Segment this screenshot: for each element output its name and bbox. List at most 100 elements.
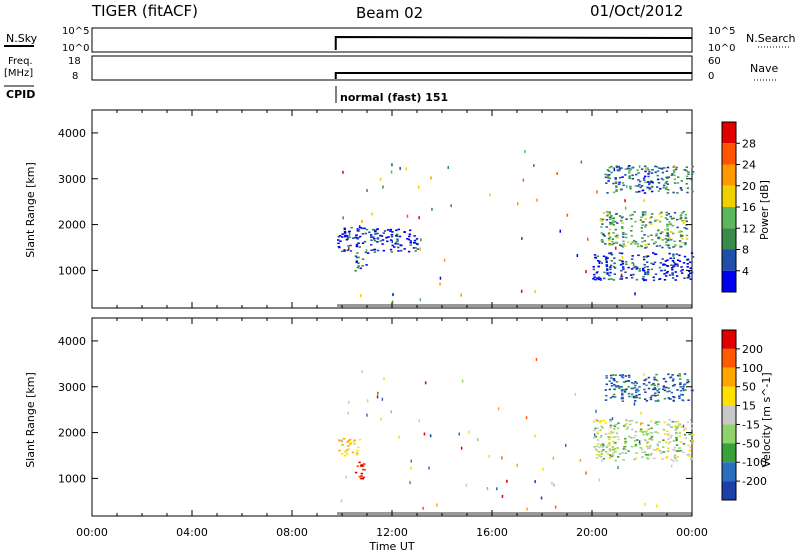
- echo-cell: [618, 385, 621, 388]
- echo-cell: [397, 246, 400, 249]
- echo-cell: [338, 449, 341, 452]
- echo-cell: [346, 441, 349, 443]
- echo-cell: [650, 234, 653, 236]
- echo-cell: [627, 385, 630, 388]
- echo-cell: [352, 237, 355, 239]
- echo-cell: [396, 243, 400, 245]
- echo-cell: [657, 383, 660, 386]
- colorbar-tick-label: 24: [742, 159, 756, 172]
- echo-cell: [617, 170, 620, 172]
- echo-cell: [585, 270, 587, 274]
- echo-cell: [610, 215, 613, 217]
- echo-cell: [627, 450, 630, 452]
- echo-cell: [680, 217, 683, 219]
- echo-cell: [680, 426, 683, 428]
- echo-cell: [595, 409, 597, 413]
- echo-cell: [373, 239, 377, 242]
- echo-cell: [640, 227, 643, 229]
- echo-cell: [621, 176, 624, 178]
- echo-cell: [672, 191, 675, 194]
- echo-cell: [341, 444, 344, 446]
- echo-cell: [605, 182, 608, 184]
- echo-cell: [609, 420, 612, 423]
- freq-tick-bottom: 8: [72, 71, 78, 82]
- echo-cell: [650, 394, 654, 397]
- echo-cell: [346, 235, 349, 237]
- echo-cell: [668, 247, 671, 249]
- echo-cell: [615, 165, 618, 167]
- echo-cell: [409, 242, 412, 244]
- echo-cell: [609, 424, 612, 427]
- echo-cell: [414, 247, 417, 249]
- echo-cell: [672, 385, 675, 387]
- echo-cell: [516, 463, 518, 467]
- echo-cell: [617, 466, 619, 469]
- echo-cell: [622, 243, 625, 245]
- echo-cell: [606, 214, 609, 217]
- echo-cell: [615, 185, 618, 187]
- echo-cell: [614, 220, 617, 223]
- echo-cell: [598, 261, 600, 264]
- echo-cell: [633, 396, 636, 399]
- echo-cell: [638, 270, 641, 272]
- echo-cell: [638, 397, 641, 399]
- echo-cell: [676, 456, 679, 458]
- echo-cell: [688, 450, 691, 452]
- echo-cell: [617, 183, 621, 185]
- echo-cell: [458, 432, 460, 436]
- echo-cell: [658, 213, 661, 215]
- echo-cell: [616, 447, 619, 449]
- echo-cell: [605, 257, 608, 260]
- echo-cell: [365, 249, 368, 252]
- echo-cell: [598, 421, 602, 424]
- x-tick-label: 12:00: [376, 526, 408, 539]
- echo-cell: [418, 419, 420, 423]
- echo-cell: [641, 211, 645, 213]
- echo-cell: [665, 188, 668, 190]
- echo-cell: [638, 180, 642, 183]
- echo-cell: [679, 386, 682, 388]
- velocity-ylabel: Slant Range [km]: [24, 372, 37, 468]
- echo-cell: [647, 169, 650, 171]
- x-tick-label: 04:00: [176, 526, 208, 539]
- echo-cell: [417, 185, 420, 189]
- echo-cell: [613, 383, 616, 386]
- echo-cell: [676, 427, 679, 429]
- echo-cell: [630, 243, 633, 245]
- echo-cell: [625, 423, 628, 425]
- echo-cell: [636, 388, 639, 390]
- echo-cell: [655, 379, 659, 382]
- echo-cell: [680, 245, 683, 248]
- echo-cell: [644, 244, 647, 246]
- echo-cell: [634, 389, 638, 392]
- echo-cell: [609, 271, 612, 274]
- echo-cell: [613, 436, 616, 438]
- echo-cell: [660, 231, 664, 233]
- echo-cell: [382, 232, 385, 234]
- echo-cell: [649, 398, 653, 401]
- echo-cell: [379, 177, 382, 181]
- echo-cell: [409, 481, 411, 485]
- echo-cell: [672, 261, 676, 264]
- echo-cell: [683, 433, 687, 436]
- echo-cell: [630, 276, 634, 279]
- echo-cell: [394, 241, 398, 244]
- velocity-colorbar-label: Velocity [m s^-1]: [760, 372, 773, 467]
- echo-cell: [690, 252, 694, 254]
- echo-cell: [651, 238, 654, 241]
- echo-cell: [643, 263, 646, 266]
- echo-cell: [630, 381, 634, 384]
- echo-cell: [376, 241, 379, 243]
- echo-cell: [686, 381, 689, 384]
- echo-cell: [641, 448, 644, 451]
- echo-cell: [687, 380, 690, 383]
- echo-cell: [615, 188, 618, 191]
- echo-cell: [347, 448, 350, 450]
- echo-cell: [423, 432, 426, 436]
- echo-cell: [627, 374, 631, 377]
- echo-cell: [382, 249, 385, 252]
- colorbar-swatch: [722, 424, 736, 444]
- echo-cell: [682, 262, 686, 264]
- nsearch-tick-top: 10^5: [708, 26, 735, 37]
- echo-cell: [635, 394, 638, 397]
